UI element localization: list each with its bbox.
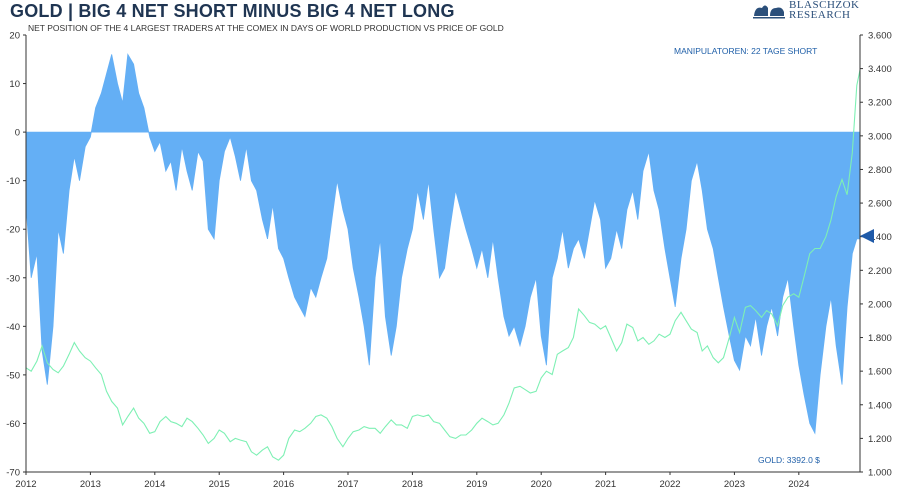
x-tick-label: 2019: [466, 479, 487, 490]
x-tick-label: 2024: [788, 479, 809, 490]
y-right-tick-label: 1.200: [868, 434, 892, 445]
y-right-tick-label: 2.400: [868, 232, 892, 243]
gold-price-annotation: GOLD: 3392.0 $: [758, 455, 820, 465]
logo-text-line2: RESEARCH: [789, 9, 851, 21]
y-right-tick-label: 1.000: [868, 468, 892, 479]
y-right-tick-label: 3.600: [868, 31, 892, 42]
y-right-tick-label: 2.600: [868, 199, 892, 210]
x-tick-label: 2016: [273, 479, 294, 490]
bull-bear-icon: [753, 5, 785, 19]
y-right-tick-label: 2.000: [868, 299, 892, 310]
y-right-tick-label: 1.600: [868, 367, 892, 378]
y-right-tick-label: 2.800: [868, 165, 892, 176]
brand-logo: BLASCHZOK RESEARCH: [752, 0, 892, 22]
y-right-tick-label: 2.200: [868, 266, 892, 277]
net-position-area-layer: [25, 53, 861, 435]
x-tick-label: 2013: [80, 479, 101, 490]
x-tick-label: 2012: [15, 479, 36, 490]
y-left-tick-label: 10: [9, 79, 20, 90]
y-left-tick-label: -60: [6, 419, 20, 430]
x-tick-label: 2022: [659, 479, 680, 490]
x-tick-label: 2018: [402, 479, 423, 490]
y-right-tick-label: 1.400: [868, 400, 892, 411]
y-left-tick-label: -20: [6, 225, 20, 236]
chart-subtitle: NET POSITION OF THE 4 LARGEST TRADERS AT…: [28, 23, 504, 33]
axes-layer: 20 10 0 -10 -20 -30 -40 -50 -60 -70 3.600 3.400 3.20…: [6, 31, 892, 491]
y-left-tick-label: -10: [6, 176, 20, 187]
manipulator-annotation: MANIPULATOREN: 22 TAGE SHORT: [674, 46, 817, 56]
x-tick-label: 2021: [595, 479, 616, 490]
x-tick-label: 2015: [209, 479, 230, 490]
x-tick-label: 2014: [144, 479, 165, 490]
chart-title: GOLD | BIG 4 NET SHORT MINUS BIG 4 NET L…: [10, 1, 455, 21]
y-left-tick-label: -40: [6, 322, 20, 333]
x-tick-label: 2023: [724, 479, 745, 490]
y-right-tick-label: 1.800: [868, 333, 892, 344]
y-left-tick-label: 0: [15, 128, 20, 139]
current-value-marker: [860, 229, 874, 243]
x-tick-label: 2017: [337, 479, 358, 490]
gold-price-line-layer: [25, 69, 861, 461]
y-left-tick-label: -70: [6, 468, 20, 479]
y-left-tick-label: -30: [6, 273, 20, 284]
y-right-tick-label: 3.400: [868, 64, 892, 75]
y-right-tick-label: 3.000: [868, 131, 892, 142]
y-left-tick-label: -50: [6, 370, 20, 381]
x-tick-label: 2020: [531, 479, 552, 490]
y-left-tick-label: 20: [9, 31, 20, 42]
logo-text-line1: BLASCHZOK: [789, 0, 860, 11]
y-right-tick-label: 3.200: [868, 98, 892, 109]
net-position-area: [25, 53, 861, 435]
